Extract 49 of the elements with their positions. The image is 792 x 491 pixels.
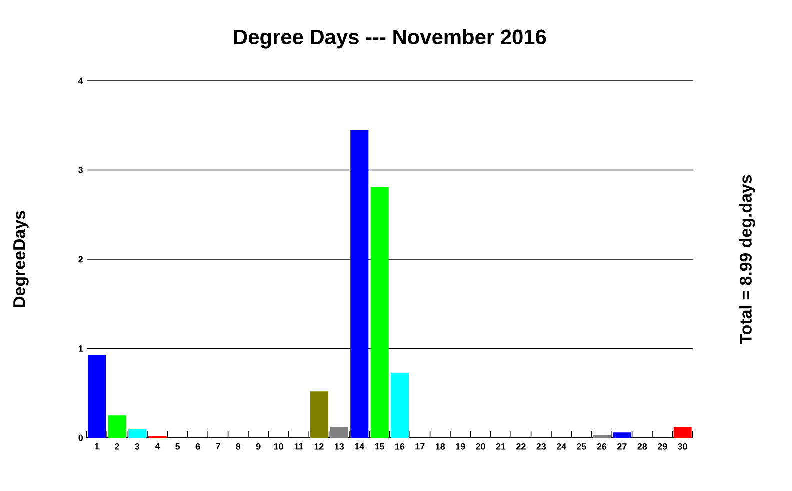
x-tick-label: 25 [577,444,587,450]
x-tick-label: 18 [436,444,446,450]
bar [613,432,632,438]
x-tick-label: 13 [334,444,344,450]
bar [128,429,146,438]
bar [391,372,410,438]
x-tick-label: 1 [95,444,100,450]
bar [370,187,389,438]
x-tick-label: 9 [256,444,261,450]
x-tick-label: 2 [115,444,120,450]
x-tick-label: 19 [456,444,466,450]
y-tick-label: 1 [78,346,84,352]
x-tick-label: 8 [236,444,241,450]
x-tick-label: 10 [274,444,284,450]
x-tick-label: 27 [618,444,627,450]
chart-title: Degree Days --- November 2016 [234,29,546,49]
bar [88,354,106,438]
x-tick-label: 15 [375,444,385,450]
bar [108,416,126,438]
x-tick-label: 23 [536,444,546,450]
x-tick-label: 12 [314,444,324,450]
x-tick-label: 26 [597,444,607,450]
text: Total = 8.99 deg.days [740,175,756,344]
x-tick-label: 17 [416,444,425,450]
x-tick-label: 3 [135,444,140,450]
y-tick-label: 4 [78,78,84,84]
bar [330,427,348,438]
bar [674,427,692,438]
y-tick-label: 2 [78,256,84,263]
bar [350,130,369,438]
x-tick-label: 24 [556,444,567,450]
bar [593,435,612,438]
y-axis-title: DegreeDays [14,211,29,308]
x-tick-label: 6 [196,444,200,450]
y-tick-label: 3 [78,167,84,174]
x-tick-label: 22 [516,444,526,450]
y-tick-label: 0 [78,434,84,442]
x-tick-label: 7 [216,444,220,450]
x-tick-label: 20 [476,444,486,450]
x-tick-label: 29 [658,444,668,450]
x-tick-label: 16 [396,444,405,450]
x-tick-label: 30 [678,444,688,450]
bar [310,392,328,438]
x-tick-label: 21 [496,444,506,450]
x-tick-label: 4 [155,444,160,450]
x-tick-label: 28 [638,444,648,450]
x-tick-label: 11 [294,444,304,450]
x-tick-label: 14 [355,444,365,450]
x-tick-label: 5 [176,444,180,450]
